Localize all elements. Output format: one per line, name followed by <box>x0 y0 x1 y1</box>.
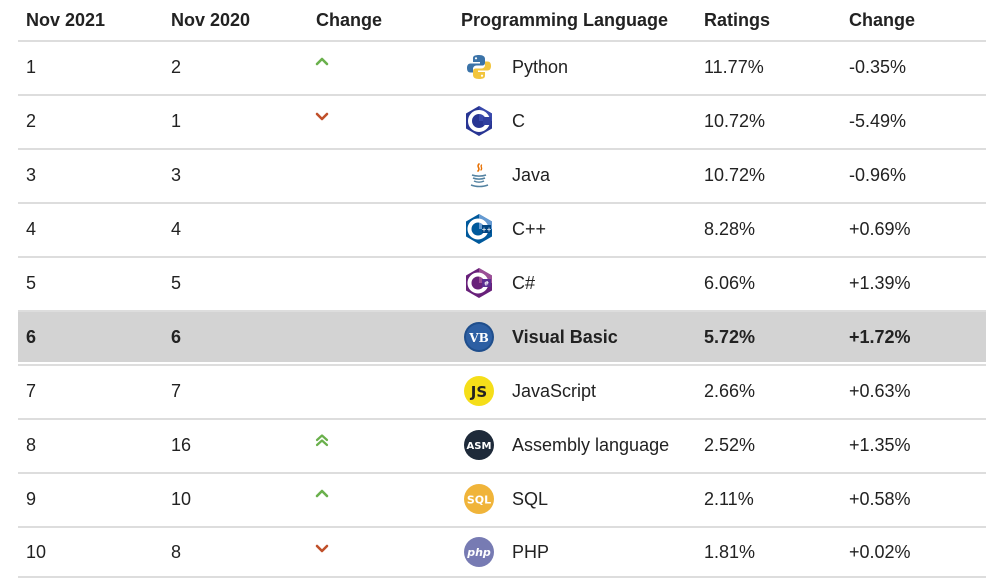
vb-logo-icon: VB <box>461 312 497 362</box>
svg-text:JS: JS <box>470 383 487 401</box>
sql-logo-icon: SQL <box>461 474 497 524</box>
rank-2021: 6 <box>26 326 37 347</box>
header-nov-2021[interactable]: Nov 2021 <box>26 9 106 30</box>
header-change-rank[interactable]: Change <box>316 9 383 30</box>
php-logo-icon: php <box>461 528 497 576</box>
rating-value: 10.72% <box>704 164 766 185</box>
rank-2020: 4 <box>171 218 182 239</box>
language-name[interactable]: Java <box>512 164 551 185</box>
c-logo-icon <box>461 96 497 146</box>
table-row: 9 10 SQL SQL 2.11% +0.58% <box>18 472 986 524</box>
rating-value: 11.77% <box>704 56 764 77</box>
rank-2020: 8 <box>171 541 182 562</box>
rating-value: 2.11% <box>704 488 754 509</box>
rating-value: 1.81% <box>704 541 756 562</box>
rating-change: +0.63% <box>849 380 911 401</box>
asm-logo-icon: ASM <box>461 420 497 470</box>
chevron-down-icon <box>314 108 330 124</box>
rating-change: +1.72% <box>849 326 911 347</box>
rating-value: 10.72% <box>704 110 766 131</box>
svg-text:SQL: SQL <box>467 494 491 507</box>
rank-2021: 3 <box>26 164 37 185</box>
language-name[interactable]: PHP <box>512 541 550 562</box>
table-header: Nov 2021 Nov 2020 Change Programming Lan… <box>18 0 986 40</box>
csharp-logo-icon: # <box>461 258 497 308</box>
rank-2021: 5 <box>26 272 37 293</box>
rank-2021: 4 <box>26 218 37 239</box>
rank-2020: 1 <box>171 110 182 131</box>
rank-2021: 1 <box>26 56 37 77</box>
table-row: 7 7 JS JavaScript 2.66% +0.63% <box>18 364 986 416</box>
rank-2021: 10 <box>26 541 47 562</box>
svg-text:#: # <box>484 281 489 288</box>
table-row: 8 16 ASM Assembly language 2.52% +1.35% <box>18 418 986 470</box>
python-logo-icon <box>461 42 497 92</box>
table-row-highlighted: 6 6 VB Visual Basic 5.72% +1.72% <box>18 310 986 362</box>
svg-text:php: php <box>466 546 491 559</box>
rating-change: -0.96% <box>849 164 907 185</box>
rating-change: +0.58% <box>849 488 911 509</box>
rank-2020: 5 <box>171 272 182 293</box>
table-row: 1 2 Python 11.77% -0.35% <box>18 40 986 92</box>
rating-change: +1.35% <box>849 434 911 455</box>
language-name[interactable]: C++ <box>512 218 547 239</box>
chevron-down-icon <box>314 540 330 556</box>
language-name[interactable]: SQL <box>512 488 549 509</box>
rating-change: +0.69% <box>849 218 911 239</box>
rating-value: 8.28% <box>704 218 756 239</box>
table-row: 4 4 ++ C++ 8.28% +0.69% <box>18 202 986 254</box>
rank-2020: 6 <box>171 326 182 347</box>
rating-value: 2.52% <box>704 434 756 455</box>
rating-value: 5.72% <box>704 326 756 347</box>
table-row: 3 3 Java 10.72% -0.96% <box>18 148 986 200</box>
rating-value: 6.06% <box>704 272 756 293</box>
rating-change: -5.49% <box>849 110 907 131</box>
language-name[interactable]: Python <box>512 56 569 77</box>
language-name[interactable]: Visual Basic <box>512 326 618 347</box>
svg-text:ASM: ASM <box>467 441 492 452</box>
language-name[interactable]: Assembly language <box>512 434 670 455</box>
rating-value: 2.66% <box>704 380 756 401</box>
rank-2020: 10 <box>171 488 192 509</box>
double-chevron-up-icon <box>314 432 330 448</box>
cpp-logo-icon: ++ <box>461 204 497 254</box>
rank-2020: 2 <box>171 56 182 77</box>
rank-2020: 16 <box>171 434 192 455</box>
rating-change: +0.02% <box>849 541 911 562</box>
table-row: 5 5 # C# 6.06% +1.39% <box>18 256 986 308</box>
rank-2020: 7 <box>171 380 182 401</box>
java-logo-icon <box>461 150 497 200</box>
header-programming-language[interactable]: Programming Language <box>461 9 669 30</box>
chevron-up-icon <box>314 486 330 502</box>
header-change-rating[interactable]: Change <box>849 9 916 30</box>
header-ratings[interactable]: Ratings <box>704 9 771 30</box>
rank-2020: 3 <box>171 164 182 185</box>
js-logo-icon: JS <box>461 366 497 416</box>
rating-change: -0.35% <box>849 56 907 77</box>
table-row: 2 1 C 10.72% -5.49% <box>18 94 986 146</box>
rank-2021: 7 <box>26 380 37 401</box>
rank-2021: 2 <box>26 110 37 131</box>
language-name[interactable]: JavaScript <box>512 380 597 401</box>
language-name[interactable]: C <box>512 110 525 131</box>
language-name[interactable]: C# <box>512 272 536 293</box>
table-row: 10 8 php PHP 1.81% +0.02% <box>18 526 986 578</box>
header-nov-2020[interactable]: Nov 2020 <box>171 9 251 30</box>
svg-text:VB: VB <box>468 331 488 345</box>
rank-2021: 9 <box>26 488 37 509</box>
svg-text:++: ++ <box>481 226 491 233</box>
rank-2021: 8 <box>26 434 37 455</box>
chevron-up-icon <box>314 54 330 70</box>
rating-change: +1.39% <box>849 272 911 293</box>
